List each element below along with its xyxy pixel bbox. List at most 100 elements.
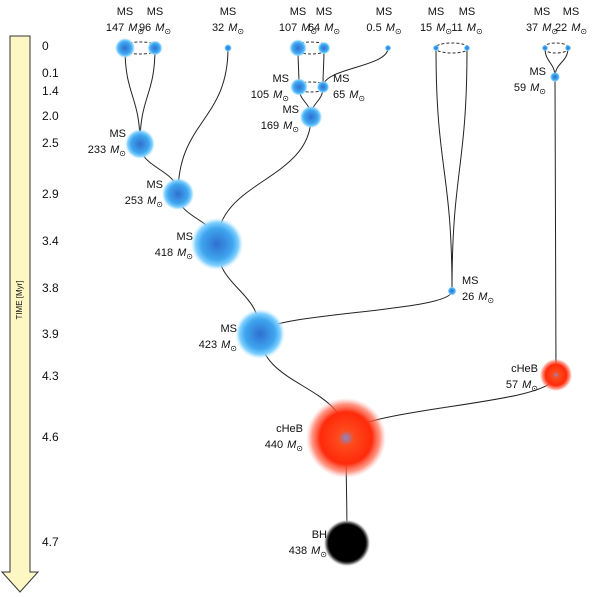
star — [541, 44, 549, 52]
mass-unit: M — [349, 89, 359, 101]
mass-value: 418 — [155, 247, 173, 259]
mass-unit-subscript: ⊙ — [292, 125, 299, 134]
star-label: BH 438 M⊙ — [289, 529, 327, 559]
star — [289, 39, 307, 57]
star-label: MS 253 M⊙ — [125, 179, 163, 209]
mass-label: 440 M⊙ — [265, 439, 303, 453]
mass-value: 0.5 — [366, 22, 381, 34]
mass-label: 11 M⊙ — [451, 22, 482, 36]
mass-value: 169 — [261, 120, 279, 132]
mass-unit: M — [110, 144, 120, 156]
stage-label: MS — [376, 6, 393, 18]
star — [550, 72, 560, 82]
mass-label: 0.5 M⊙ — [366, 22, 401, 36]
star — [125, 129, 155, 159]
mass-value: 26 — [462, 291, 474, 303]
star — [432, 44, 440, 52]
star — [306, 398, 386, 478]
stage-label: BH — [312, 529, 327, 541]
stage-label: MS — [530, 66, 547, 78]
star — [115, 38, 135, 58]
mass-unit-subscript: ⊙ — [531, 384, 538, 393]
time-tick-label: 3.9 — [42, 327, 59, 341]
mass-unit-subscript: ⊙ — [230, 344, 237, 353]
merger-track — [451, 47, 468, 292]
mass-unit: M — [386, 22, 396, 34]
mass-unit: M — [283, 120, 293, 132]
star — [290, 78, 308, 96]
mass-unit-subscript: ⊙ — [282, 94, 289, 103]
mass-label: 64 M⊙ — [308, 22, 340, 36]
merger-track — [177, 47, 229, 195]
time-axis-label: TIME [Myr] — [15, 280, 24, 319]
mass-unit-subscript: ⊙ — [395, 27, 402, 36]
mass-value: 253 — [125, 195, 143, 207]
mass-unit-subscript: ⊙ — [551, 27, 558, 36]
stage-label: cHeB — [276, 423, 303, 435]
star-label: MS 32 M⊙ — [212, 6, 244, 36]
star-label: MS 11 M⊙ — [451, 6, 482, 36]
mass-label: 57 M⊙ — [506, 379, 538, 393]
star-label: MS 107 M⊙ — [279, 6, 317, 36]
stage-label: MS — [283, 104, 300, 116]
mass-value: 11 — [451, 22, 462, 34]
mass-value: 59 — [514, 82, 526, 94]
star — [384, 44, 392, 52]
mass-label: 253 M⊙ — [125, 195, 163, 209]
mass-unit: M — [311, 545, 321, 557]
star — [299, 105, 323, 129]
stage-label: MS — [428, 6, 445, 18]
star — [316, 80, 330, 94]
mass-unit-subscript: ⊙ — [445, 27, 452, 36]
time-tick-label: 4.6 — [42, 430, 59, 444]
mass-unit: M — [128, 22, 138, 34]
mass-label: 169 M⊙ — [261, 120, 299, 134]
mass-unit: M — [571, 22, 581, 34]
mass-label: 32 M⊙ — [212, 22, 244, 36]
stage-label: MS — [147, 6, 164, 18]
mass-value: 107 — [279, 22, 297, 34]
mass-unit: M — [436, 22, 446, 34]
star-label: MS 233 M⊙ — [88, 128, 126, 158]
time-tick-label: 2.5 — [42, 136, 59, 150]
mass-label: 423 M⊙ — [199, 339, 237, 353]
mass-value: 22 — [555, 22, 567, 34]
mass-unit: M — [273, 89, 283, 101]
star — [539, 358, 573, 392]
mass-value: 96 — [139, 22, 151, 34]
stage-label: MS — [462, 275, 479, 287]
mass-label: 105 M⊙ — [251, 89, 289, 103]
mass-value: 57 — [506, 379, 518, 391]
mass-value: 423 — [199, 339, 217, 351]
star — [224, 44, 232, 52]
star-label: MS 22 M⊙ — [555, 6, 587, 36]
mass-value: 64 — [308, 22, 320, 34]
mass-unit-subscript: ⊙ — [237, 27, 244, 36]
mass-unit-subscript: ⊙ — [333, 27, 340, 36]
mass-label: 37 M⊙ — [526, 22, 558, 36]
star-label: MS 96 M ⊙ — [139, 6, 171, 36]
stage-label: MS — [220, 6, 237, 18]
stage-label: MS — [221, 323, 238, 335]
mass-unit: M — [155, 22, 165, 34]
star — [147, 40, 163, 56]
star — [564, 44, 572, 52]
mass-value: 65 — [333, 89, 345, 101]
mass-label: 438 M⊙ — [289, 545, 327, 559]
mass-unit: M — [301, 22, 311, 34]
mass-label: 233 M⊙ — [88, 144, 126, 158]
mass-unit: M — [478, 291, 488, 303]
stage-label: MS — [290, 6, 307, 18]
stage-label: MS — [333, 73, 350, 85]
mass-unit: M — [147, 195, 157, 207]
star — [447, 286, 457, 296]
mass-value: 37 — [526, 22, 538, 34]
stage-label: MS — [110, 128, 127, 140]
stage-label: MS — [177, 231, 194, 243]
mass-unit-subscript: ⊙ — [137, 27, 144, 36]
star-label: cHeB 57 M⊙ — [506, 363, 538, 393]
time-tick-label: 2.0 — [42, 109, 59, 123]
stage-label: MS — [459, 6, 476, 18]
mass-unit-subscript: ⊙ — [476, 27, 483, 36]
